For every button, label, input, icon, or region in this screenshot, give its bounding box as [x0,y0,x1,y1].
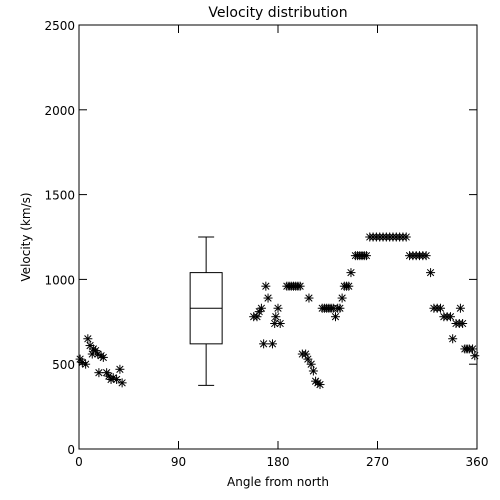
x-tick-label: 360 [466,455,489,469]
data-point [115,364,125,374]
y-tick-label: 2500 [44,19,75,33]
data-point [468,344,478,354]
data-point [448,334,458,344]
y-tick-label: 500 [52,358,75,372]
y-axis: 0 500 1000 1500 2000 2500 [44,19,477,457]
x-tick-label: 180 [267,455,290,469]
data-points [75,232,480,390]
data-point [117,378,127,388]
data-point [335,303,345,313]
y-tick-label: 2000 [44,104,75,118]
data-point [455,303,465,313]
x-axis: 0 90 180 270 360 [75,25,488,469]
data-point [263,293,273,303]
data-point [470,351,480,361]
data-point [303,354,313,364]
data-point [267,339,277,349]
y-tick-label: 1000 [44,273,75,287]
x-tick-label: 90 [171,455,186,469]
y-axis-label: Velocity (km/s) [19,192,33,281]
data-point [330,312,340,322]
chart-title: Velocity distribution [208,5,347,21]
data-point [306,359,316,369]
data-point [346,268,356,278]
data-point [308,366,318,376]
data-point [256,303,266,313]
data-point [436,303,446,313]
data-point [94,368,104,378]
x-tick-label: 0 [75,455,83,469]
data-point [259,339,269,349]
data-point [275,318,285,328]
data-point [401,232,411,242]
data-point [458,318,468,328]
boxplot [189,236,223,386]
data-point [361,251,371,261]
data-point [261,281,271,291]
data-point [421,251,431,261]
data-point [295,281,305,291]
y-tick-label: 0 [67,443,75,457]
data-point [315,380,325,390]
data-point [112,374,122,384]
data-point [426,268,436,278]
data-point [271,312,281,322]
data-point [81,359,91,369]
data-point [445,312,455,322]
x-tick-label: 270 [366,455,389,469]
data-point [344,281,354,291]
plot-frame [78,24,478,450]
data-point [337,293,347,303]
y-tick-label: 1500 [44,189,75,203]
data-point [83,334,93,344]
data-point [98,352,108,362]
x-axis-label: Angle from north [227,475,329,489]
data-point [273,303,283,313]
data-point [304,293,314,303]
